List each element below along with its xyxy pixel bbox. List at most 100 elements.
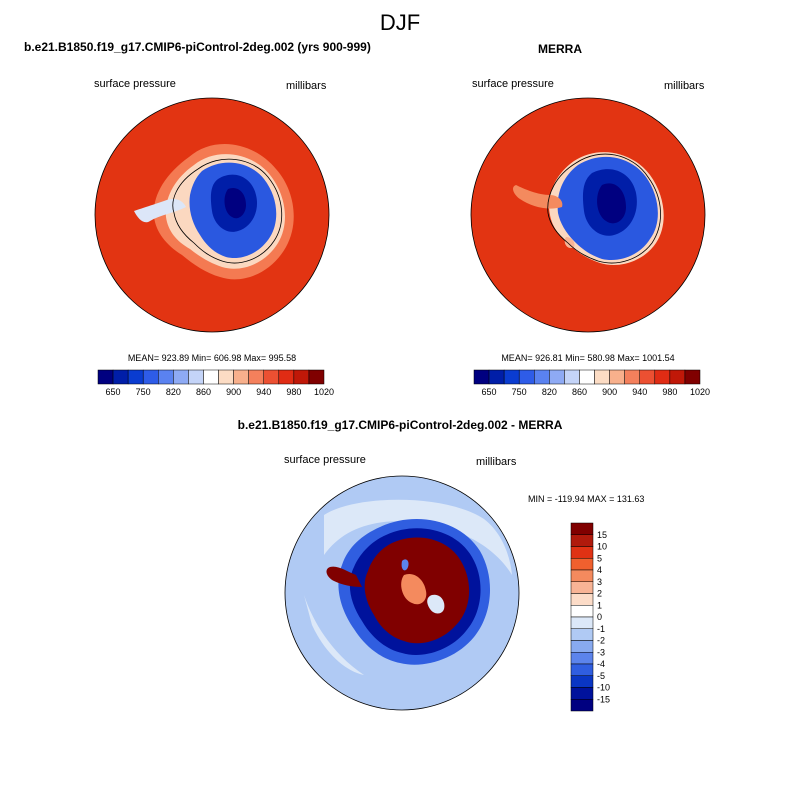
panel-1-colorbar-swatch — [233, 369, 249, 385]
panel-2-colorbar-swatch — [503, 369, 520, 385]
panel-3-colorbar-tick-label: 0 — [597, 612, 602, 622]
panel-3-colorbar-tick-label: 5 — [597, 553, 602, 563]
panel-2-colorbar-tick-label: 650 — [482, 387, 497, 397]
panel-3-colorbar-swatch — [570, 687, 594, 700]
panel-2-colorbar-tick-label: 900 — [602, 387, 617, 397]
panel-3-colorbar-tick-label: -10 — [597, 683, 610, 693]
panel-2-colorbar-swatch — [609, 369, 625, 385]
panel-1-colorbar-swatch — [158, 369, 174, 385]
panel-1-colorbar-tick-label: 980 — [286, 387, 301, 397]
panel-3-colorbar-tick-label: 15 — [597, 530, 607, 540]
panel-2-units-label: millibars — [664, 80, 705, 92]
panel-2-colorbar-swatch — [549, 369, 565, 385]
panel-3-colorbar-swatch — [570, 546, 594, 559]
panel-1-colorbar-swatch — [112, 369, 129, 385]
figure-title: DJF — [379, 10, 421, 35]
panel-3-colorbar-swatch — [570, 581, 594, 594]
panel-2-variable-label: surface pressure — [472, 78, 554, 90]
panel-2-map — [470, 97, 706, 333]
panel-1-colorbar-tick-label: 650 — [106, 387, 121, 397]
panel-3-colorbar-swatch — [570, 640, 594, 653]
panel-3-colorbar-swatch — [570, 605, 594, 618]
panel-2-colorbar-tick-label: 860 — [572, 387, 587, 397]
panel-3-colorbar-tick-label: 1 — [597, 600, 602, 610]
panel-2-colorbar-swatch — [669, 369, 686, 385]
panel-1-colorbar-swatch — [308, 369, 325, 385]
panel-1-stats: MEAN= 923.89 Min= 606.98 Max= 995.58 — [127, 353, 297, 363]
panel-3-colorbar-swatch — [570, 593, 594, 606]
panel-3-colorbar-swatch — [570, 628, 594, 641]
ross-ice-shelf-field — [564, 237, 575, 249]
antarctica-coastline — [172, 158, 283, 264]
panel-3-variable-label: surface pressure — [284, 454, 366, 466]
positive-ocean-anomaly — [324, 499, 512, 575]
panel-1-colorbar-swatch — [173, 369, 189, 385]
panel-1-colorbar-swatch — [278, 369, 295, 385]
panel-3-colorbar-swatch — [570, 558, 594, 571]
panel-1-colorbar-tick-label: 940 — [256, 387, 271, 397]
peninsula-field — [513, 185, 563, 209]
panel-1-colorbar-swatch — [127, 369, 144, 385]
panel-2-colorbar-swatch — [594, 369, 610, 385]
antarctica-coastline — [547, 153, 661, 264]
panel-3-stats: MIN = -119.94 MAX = 131.63 — [528, 494, 645, 504]
panel-1-title: b.e21.B1850.f19_g17.CMIP6-piControl-2deg… — [24, 40, 371, 54]
panel-1-colorbar-swatch — [263, 369, 280, 385]
panel-1-variable-label: surface pressure — [94, 78, 176, 90]
panel-1-map — [94, 97, 330, 333]
panel-3-colorbar-tick-label: -2 — [597, 636, 605, 646]
panel-2-colorbar-swatch — [518, 369, 535, 385]
plateau-minimum — [597, 183, 626, 224]
panel-3-colorbar-swatch — [570, 534, 594, 547]
peninsula-positive-anomaly — [326, 566, 362, 587]
panel-2-colorbar-swatch — [534, 369, 550, 385]
panel-1-colorbar-swatch — [142, 369, 159, 385]
panel-2-colorbar-swatch — [654, 369, 671, 385]
panel-3-colorbar-tick-label: 2 — [597, 589, 602, 599]
panel-3-colorbar-tick-label: -15 — [597, 694, 610, 704]
panel-1-colorbar-tick-label: 900 — [226, 387, 241, 397]
panel-1-colorbar-swatch — [248, 369, 264, 385]
panel-2-stats: MEAN= 926.81 Min= 580.98 Max= 1001.54 — [501, 353, 675, 363]
panel-3-units-label: millibars — [476, 456, 517, 468]
panel-3-colorbar-swatch — [570, 522, 594, 535]
interior-small-anomaly — [427, 594, 445, 614]
panel-3-colorbar-tick-label: -3 — [597, 647, 605, 657]
panel-2-colorbar-swatch — [488, 369, 505, 385]
interior-moderate-anomaly — [401, 573, 427, 605]
panel-3-colorbar-tick-label: -1 — [597, 624, 605, 634]
panel-2-colorbar-swatch — [684, 369, 701, 385]
panel-3-colorbar-swatch — [570, 675, 594, 688]
panel-1-colorbar-swatch — [203, 369, 219, 385]
panel-3-colorbar-tick-label: 3 — [597, 577, 602, 587]
panel-3-colorbar-tick-label: -5 — [597, 671, 605, 681]
panel-3-colorbar-tick-label: 10 — [597, 542, 607, 552]
panel-2-colorbar-swatch — [579, 369, 595, 385]
interior-negative-spot — [401, 559, 409, 571]
plateau-minimum — [224, 187, 246, 219]
panel-2-colorbar-tick-label: 1020 — [690, 387, 710, 397]
panel-3-colorbar-swatch — [570, 569, 594, 582]
panel-1-colorbar-tick-label: 860 — [196, 387, 211, 397]
panel-3-colorbar-tick-label: 4 — [597, 565, 602, 575]
panel-2-colorbar: 650 750 820 860 900 940 980 1020 — [473, 369, 710, 397]
panel-1-colorbar-tick-label: 750 — [136, 387, 151, 397]
panel-3-colorbar-swatch — [570, 616, 594, 629]
panel-3-colorbar-swatch — [570, 663, 594, 676]
panel-1-colorbar-tick-label: 820 — [166, 387, 181, 397]
panel-1-colorbar-swatch — [293, 369, 310, 385]
panel-2-colorbar-swatch — [473, 369, 490, 385]
panel-1-units-label: millibars — [286, 80, 327, 92]
panel-2-colorbar-tick-label: 820 — [542, 387, 557, 397]
panel-1-colorbar-swatch — [188, 369, 204, 385]
panel-2-colorbar-swatch — [639, 369, 656, 385]
panel-1-colorbar-tick-label: 1020 — [314, 387, 334, 397]
panel-2-colorbar-tick-label: 750 — [512, 387, 527, 397]
panel-3-title: b.e21.B1850.f19_g17.CMIP6-piControl-2deg… — [237, 418, 563, 432]
panel-2-colorbar-tick-label: 940 — [632, 387, 647, 397]
panel-2-title: MERRA — [538, 42, 582, 56]
panel-3-colorbar-tick-label: -4 — [597, 659, 605, 669]
panel-1-colorbar-swatch — [218, 369, 234, 385]
panel-3-colorbar-swatch — [570, 652, 594, 665]
